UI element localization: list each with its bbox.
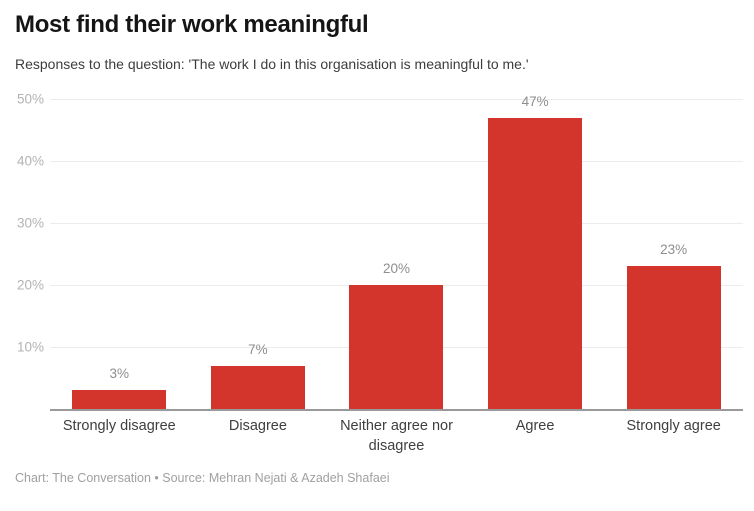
bars-container: 3% 7% 20% 47% 23% — [50, 94, 743, 409]
x-axis-labels: Strongly disagree Disagree Neither agree… — [50, 416, 743, 457]
bar-group-strongly-agree: 23% — [604, 99, 743, 409]
bar-value-label: 23% — [660, 242, 688, 258]
y-axis-tick: 30% — [16, 215, 44, 231]
x-axis-label: Disagree — [228, 418, 287, 434]
bar-disagree — [210, 365, 305, 409]
x-axis-label: Neither agree nor disagree — [340, 418, 453, 455]
bar-value-label: 3% — [109, 366, 130, 382]
bar-value-label: 20% — [382, 261, 410, 276]
bar-value-label: 7% — [248, 341, 268, 357]
bar-group-disagree: 7% — [189, 99, 328, 409]
bar-value-label: 47% — [521, 93, 549, 109]
bar-agree — [488, 117, 583, 409]
bar-strongly-disagree — [72, 390, 167, 409]
y-axis-tick: 10% — [16, 339, 44, 355]
bar-group-agree: 47% — [466, 94, 605, 409]
bar-neither — [349, 285, 444, 409]
chart-subtitle: Responses to the question: 'The work I d… — [15, 56, 529, 72]
y-axis-tick: 50% — [16, 91, 44, 107]
x-axis-label: Strongly agree — [626, 418, 721, 434]
plot-area: 50% 40% 30% 20% 10% 3% 7% 20% 47% 23% — [17, 92, 743, 411]
chart-title: Most find their work meaningful — [15, 11, 369, 38]
chart-source-attribution: Chart: The Conversation • Source: Mehran… — [15, 471, 390, 485]
x-axis-label: Strongly disagree — [62, 418, 176, 434]
bar-strongly-agree — [626, 266, 721, 409]
gridline-30 — [50, 223, 743, 224]
x-axis-line — [50, 409, 743, 411]
gridline-50 — [50, 99, 743, 100]
y-axis-tick: 20% — [16, 277, 44, 293]
bar-group-neither: 20% — [327, 99, 466, 409]
x-axis-label: Agree — [515, 418, 555, 434]
gridline-40 — [50, 161, 743, 162]
bar-group-strongly-disagree: 3% — [50, 99, 189, 409]
y-axis-tick: 40% — [16, 153, 44, 169]
